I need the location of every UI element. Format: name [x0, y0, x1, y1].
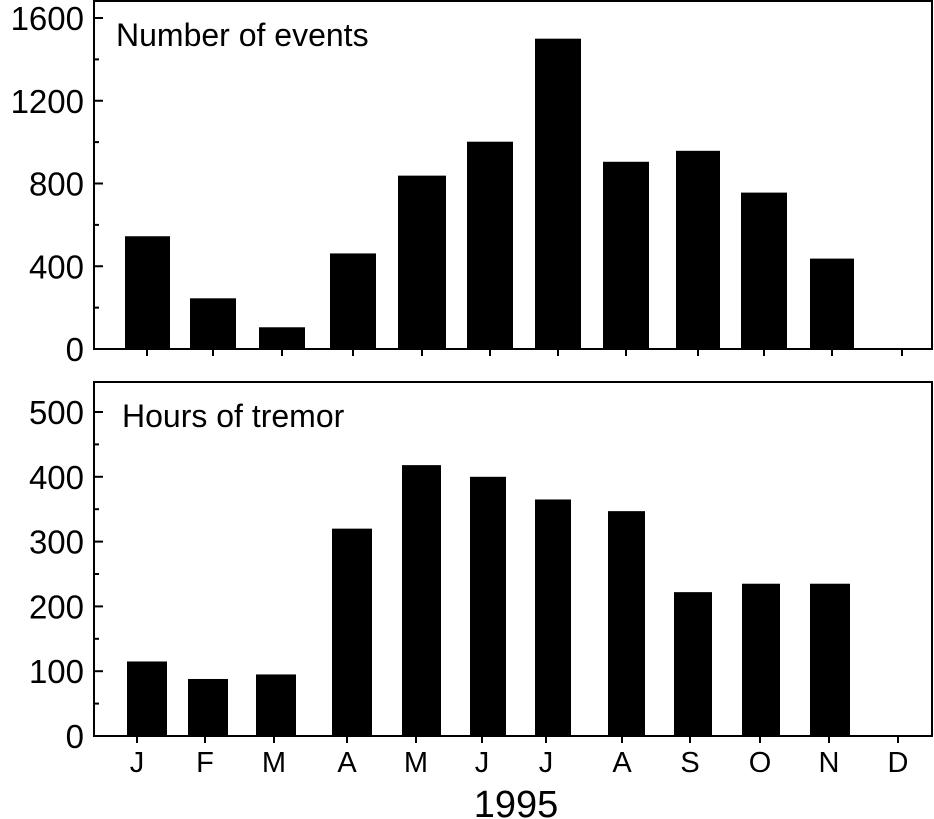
month-label-4: M	[404, 747, 428, 779]
events-bar-3	[330, 253, 376, 349]
events-panel-title: Number of events	[116, 17, 369, 53]
tremor-bar-10	[810, 583, 850, 736]
tremor-bar-8	[674, 592, 712, 736]
month-label-3: A	[337, 747, 357, 779]
tremor-bar-6	[535, 499, 571, 736]
tremor-y-tick-label-0: 0	[66, 718, 84, 755]
events-bars	[125, 38, 854, 349]
events-panel: Number of events 0 400 800 1200 1600	[11, 0, 933, 368]
events-y-tick-label-4: 1600	[11, 0, 84, 37]
month-label-5: J	[475, 747, 490, 779]
month-label-10: N	[819, 747, 840, 779]
tremor-bar-4	[402, 465, 441, 736]
month-label-1: F	[196, 747, 214, 779]
tremor-y-tick-label-1: 100	[29, 653, 84, 690]
month-label-6: J	[539, 747, 554, 779]
events-y-tick-label-1: 400	[29, 248, 84, 285]
events-bar-6	[535, 38, 581, 349]
events-bar-7	[603, 161, 649, 349]
tremor-bar-9	[742, 583, 780, 736]
tremor-y-axis: 0 100 200 300 400 500	[29, 394, 103, 755]
tremor-bars	[127, 465, 850, 736]
x-axis-label: 1995	[474, 784, 559, 819]
tremor-y-tick-label-3: 300	[29, 524, 84, 561]
tremor-plot-frame	[93, 381, 933, 737]
events-bar-5	[467, 141, 513, 349]
tremor-y-tick-label-5: 500	[29, 394, 84, 431]
events-y-tick-label-0: 0	[66, 331, 84, 368]
month-label-2: M	[262, 747, 286, 779]
tremor-bar-2	[256, 674, 296, 736]
tremor-y-tick-label-2: 200	[29, 588, 84, 625]
tremor-bar-0	[127, 661, 167, 736]
events-y-axis: 0 400 800 1200 1600	[11, 0, 103, 368]
tremor-bar-7	[608, 511, 645, 736]
events-y-tick-label-3: 1200	[11, 83, 84, 120]
events-bar-8	[676, 150, 720, 349]
events-y-tick-label-2: 800	[29, 166, 84, 203]
month-label-8: S	[680, 747, 699, 779]
tremor-y-tick-label-4: 400	[29, 459, 84, 496]
events-bar-2	[259, 327, 305, 349]
events-bar-1	[190, 298, 236, 349]
tremor-bar-3	[332, 528, 372, 736]
events-x-ticks	[146, 349, 903, 356]
month-label-11: D	[888, 747, 909, 779]
month-label-7: A	[612, 747, 632, 779]
tremor-bar-5	[470, 476, 506, 736]
month-label-9: O	[749, 747, 772, 779]
events-bar-4	[398, 175, 446, 349]
tremor-panel: Hours of tremor 0 100 200 300 400 500 J F M A M J J…	[29, 381, 933, 779]
events-bar-0	[125, 236, 170, 349]
month-label-0: J	[130, 747, 145, 779]
tremor-bar-1	[188, 678, 228, 736]
tremor-panel-title: Hours of tremor	[122, 398, 345, 434]
events-bar-9	[741, 192, 787, 349]
events-bar-10	[810, 258, 854, 349]
